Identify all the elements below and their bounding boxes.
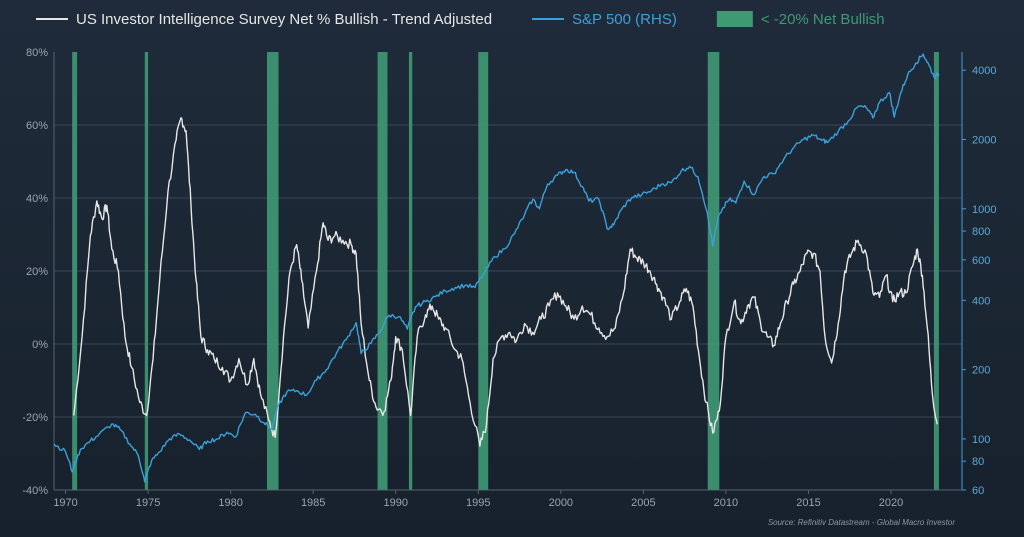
right-tick-label: 80: [972, 456, 984, 468]
left-tick-label: 60%: [26, 120, 48, 132]
left-tick-label: 20%: [26, 266, 48, 278]
right-tick-label: 100: [972, 434, 990, 446]
x-tick-label: 2015: [796, 497, 820, 509]
right-tick-label: 60: [972, 485, 984, 497]
x-tick-label: 1990: [383, 497, 407, 509]
left-tick-label: 40%: [26, 193, 48, 205]
right-tick-label: 200: [972, 365, 990, 377]
right-tick-label: 2000: [972, 135, 996, 147]
source-note: Source: Refinitiv Datastream - Global Ma…: [768, 518, 956, 527]
legend-label-sp500: S&P 500 (RHS): [572, 11, 677, 28]
legend-label-band: < -20% Net Bullish: [761, 11, 885, 28]
net-bullish-band: [478, 52, 489, 490]
grid: [54, 124, 962, 418]
right-tick-label: 600: [972, 255, 990, 267]
net-bullish-band: [707, 52, 720, 490]
x-tick-label: 1975: [136, 497, 160, 509]
legend-label-survey: US Investor Intelligence Survey Net % Bu…: [76, 11, 492, 28]
left-tick-label: -20%: [22, 412, 48, 424]
x-tick-label: 2005: [631, 497, 655, 509]
net-bullish-band: [144, 52, 149, 490]
x-tick-label: 1980: [218, 497, 242, 509]
x-tick-label: 2000: [549, 497, 573, 509]
left-tick-label: 0%: [32, 339, 48, 351]
x-tick-label: 1995: [466, 497, 490, 509]
right-tick-label: 1000: [972, 204, 996, 216]
sp500-series-line: [53, 53, 940, 483]
right-tick-label: 800: [972, 226, 990, 238]
right-tick-label: 4000: [972, 65, 996, 77]
left-tick-label: 80%: [26, 47, 48, 59]
x-tick-label: 1985: [301, 497, 325, 509]
net-bullish-band: [408, 52, 413, 490]
net-bullish-band: [933, 52, 939, 490]
legend: US Investor Intelligence Survey Net % Bu…: [36, 11, 885, 28]
survey-series-line: [73, 117, 938, 447]
legend-swatch-band: [716, 11, 753, 27]
bands: [72, 52, 939, 490]
right-tick-label: 400: [972, 295, 990, 307]
series: [53, 53, 940, 483]
x-tick-label: 2010: [714, 497, 738, 509]
left-tick-label: -40%: [22, 485, 48, 497]
axes: 80% 60% 40% 20% 0% -20% -40% 4000 2000 1000 800 600…: [22, 47, 996, 509]
x-tick-label: 2020: [879, 497, 903, 509]
x-tick-label: 1970: [53, 497, 77, 509]
net-bullish-band: [266, 52, 279, 490]
net-bullish-band: [72, 52, 78, 490]
net-bullish-band: [377, 52, 388, 490]
